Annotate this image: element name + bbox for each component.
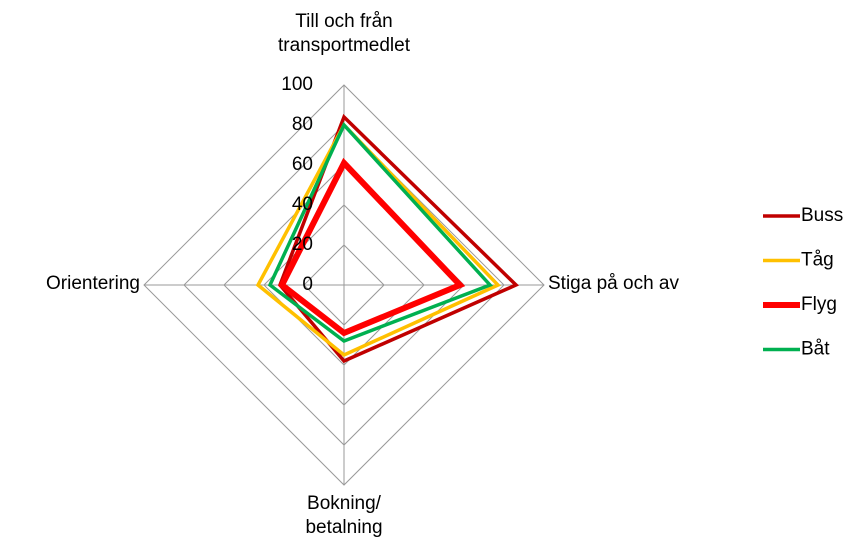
tick-label: 100	[281, 74, 313, 95]
tick-label: 60	[292, 154, 313, 175]
series-line	[255, 122, 501, 358]
tick-label: 40	[292, 194, 313, 215]
category-label: Till och från transportmedlet	[277, 11, 410, 56]
category-label: Bokning/ betalning	[305, 493, 383, 538]
series-line	[278, 157, 466, 337]
legend-label: Buss	[801, 205, 843, 226]
category-label: Orientering	[46, 273, 140, 294]
legend-label: Flyg	[801, 294, 837, 315]
series-line	[267, 121, 494, 343]
series-line	[277, 113, 520, 364]
tick-label: 20	[292, 234, 313, 255]
legend-label: Tåg	[801, 250, 834, 271]
tick-label: 80	[292, 114, 313, 135]
category-label: Stiga på och av	[548, 273, 679, 294]
legend-label: Båt	[801, 339, 830, 360]
tick-label: 0	[302, 274, 313, 295]
